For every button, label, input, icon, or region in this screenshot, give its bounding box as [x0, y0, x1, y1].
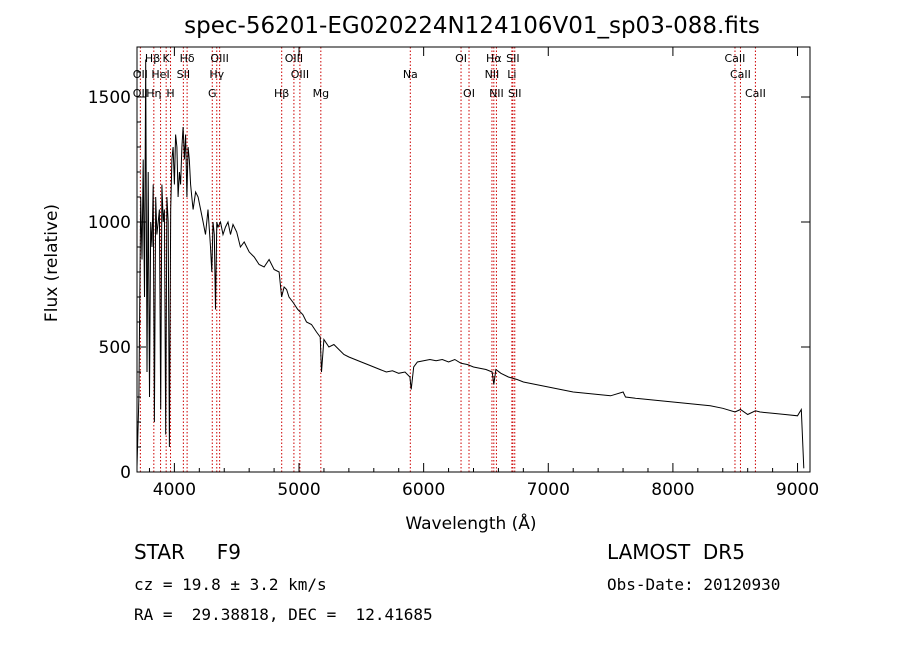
line-label-1: K: [163, 52, 171, 65]
line-label-22: Hβ: [274, 87, 289, 100]
line-label-13: OIII: [291, 68, 309, 81]
line-label-24: OI: [463, 87, 475, 100]
spectrum-line: [136, 59, 805, 469]
x-tick-label-1: 5000: [277, 480, 320, 500]
spectrum-chart: spec-56201-EG020224N124106V01_sp03-088.f…: [42, 13, 819, 534]
line-label-0: Hβ: [145, 52, 160, 65]
line-label-11: SII: [177, 68, 190, 81]
line-label-16: Li: [507, 68, 516, 81]
observation-date: Obs-Date: 20120930: [607, 575, 781, 594]
line-label-23: Mg: [313, 87, 329, 100]
line-label-20: H: [166, 87, 174, 100]
x-tick-label-2: 6000: [402, 480, 445, 500]
x-tick-label-5: 9000: [776, 480, 819, 500]
x-tick-label-0: 4000: [153, 480, 196, 500]
emission-line-markers: [139, 47, 756, 472]
line-label-2: Hδ: [180, 52, 195, 65]
y-tick-label-0: 0: [120, 463, 131, 483]
line-label-5: OI: [455, 52, 467, 65]
plot-frame: [136, 46, 811, 473]
x-tick-label-3: 7000: [527, 480, 570, 500]
y-tick-label-1: 500: [99, 338, 131, 358]
line-label-26: SII: [508, 87, 521, 100]
survey-name: LAMOST DR5: [607, 540, 745, 564]
coordinates: RA = 29.38818, DEC = 12.41685: [134, 605, 433, 624]
line-label-7: SII: [506, 52, 519, 65]
y-axis-ticks: 0 500 1000 1500: [88, 71, 810, 483]
line-label-4: OIII: [285, 52, 303, 65]
line-label-15: NII: [485, 68, 500, 81]
line-label-17: CaII: [730, 68, 751, 81]
y-tick-label-3: 1500: [88, 88, 131, 108]
line-label-19: Hη: [146, 87, 161, 100]
chart-title: spec-56201-EG020224N124106V01_sp03-088.f…: [184, 13, 760, 39]
line-label-21: G: [208, 87, 217, 100]
y-axis-label: Flux (relative): [42, 204, 62, 322]
object-class: STAR F9: [134, 540, 241, 564]
line-label-12: Hγ: [209, 68, 224, 81]
redshift-velocity: cz = 19.8 ± 3.2 km/s: [134, 575, 327, 594]
line-label-8: CaII: [725, 52, 746, 65]
line-label-10: HeI: [151, 68, 169, 81]
line-label-27: CaII: [745, 87, 766, 100]
x-axis-label: Wavelength (Å): [405, 512, 536, 534]
y-tick-label-2: 1000: [88, 213, 131, 233]
line-label-25: NII: [489, 87, 504, 100]
x-axis-ticks: 4000 5000 6000 7000 8000 9000: [148, 47, 819, 500]
line-label-14: Na: [403, 68, 418, 81]
line-label-3: OIII: [210, 52, 228, 65]
x-tick-label-4: 8000: [651, 480, 694, 500]
line-label-6: Hα: [486, 52, 502, 65]
